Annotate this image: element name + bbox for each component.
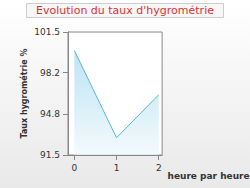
svg-text:heure par heure: heure par heure bbox=[167, 171, 249, 181]
svg-text:Evolution du taux d'hygrométri: Evolution du taux d'hygrométrie bbox=[36, 4, 214, 17]
svg-text:2: 2 bbox=[156, 163, 162, 173]
svg-text:Taux hygrométrie %: Taux hygrométrie % bbox=[19, 48, 29, 138]
svg-text:0: 0 bbox=[71, 163, 77, 173]
svg-text:94.8: 94.8 bbox=[40, 109, 60, 119]
svg-text:101.5: 101.5 bbox=[34, 27, 60, 37]
svg-text:91.5: 91.5 bbox=[40, 150, 60, 160]
svg-text:1: 1 bbox=[114, 163, 120, 173]
svg-text:98.2: 98.2 bbox=[40, 68, 60, 78]
